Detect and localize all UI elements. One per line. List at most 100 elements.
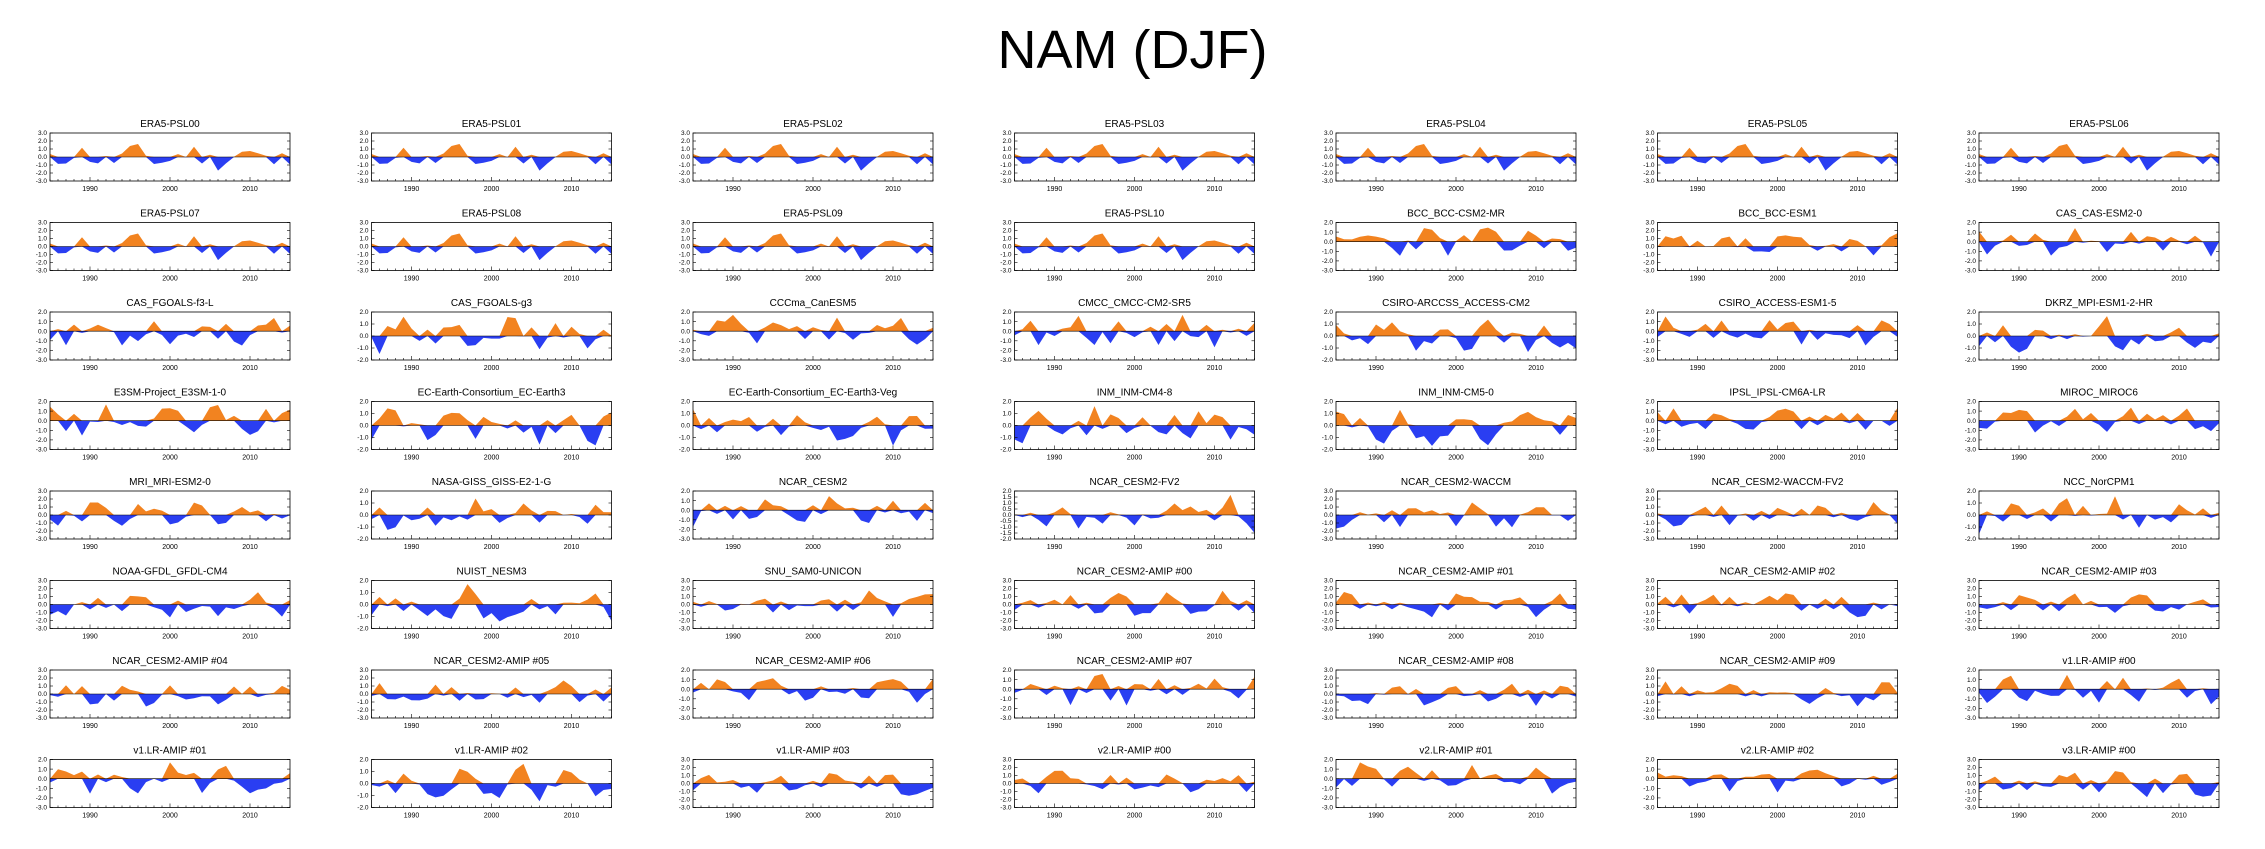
- y-tick-label: -2.0: [357, 357, 369, 364]
- y-tick-label: 2.0: [1967, 765, 1976, 772]
- y-tick-label: 0.0: [38, 328, 47, 335]
- y-tick-label: 1.0: [1002, 773, 1011, 780]
- x-tick-label: 2010: [1207, 723, 1223, 730]
- y-tick-label: -1.0: [679, 162, 691, 169]
- y-tick-label: 2.0: [1002, 488, 1011, 495]
- panel-title: v1.LR-AMIP #02: [455, 746, 529, 757]
- negative-area: [1979, 604, 2219, 613]
- x-tick-label: 2000: [2091, 186, 2107, 193]
- negative-area: [1336, 694, 1576, 706]
- x-tick-label: 2000: [1127, 544, 1143, 551]
- panel-title: ERA5-PSL03: [1105, 119, 1165, 130]
- negative-area: [1336, 778, 1576, 794]
- y-tick-label: 0.0: [681, 423, 690, 430]
- y-tick-label: 3.0: [359, 130, 368, 137]
- panel-title: BCC_BCC-ESM1: [1738, 209, 1817, 220]
- y-tick-label: 3.0: [1324, 667, 1333, 674]
- x-tick-label: 2000: [1127, 455, 1143, 462]
- y-tick-label: 3.0: [1002, 220, 1011, 227]
- y-tick-label: 3.0: [38, 130, 47, 137]
- positive-area: [1979, 771, 2219, 784]
- x-tick-label: 2010: [1207, 813, 1223, 820]
- x-tick-label: 2000: [2091, 276, 2107, 283]
- x-tick-label: 2010: [2171, 813, 2187, 820]
- panel-title: EC-Earth-Consortium_EC-Earth3: [418, 388, 566, 399]
- panel-title: NOAA-GFDL_GFDL-CM4: [112, 567, 227, 578]
- negative-area: [1657, 515, 1898, 527]
- y-tick-label: 2.0: [359, 228, 368, 235]
- negative-area: [1979, 336, 2219, 353]
- positive-area: [1014, 406, 1255, 426]
- y-tick-label: -3.0: [679, 268, 691, 275]
- x-tick-label: 1990: [1368, 276, 1384, 283]
- y-tick-label: -2.0: [1000, 536, 1012, 543]
- y-tick-label: -2.0: [1322, 447, 1334, 454]
- y-tick-label: -2.0: [679, 797, 691, 804]
- x-tick-label: 2000: [162, 813, 178, 820]
- x-tick-label: 2010: [2171, 723, 2187, 730]
- y-tick-label: 1.0: [1324, 766, 1333, 773]
- y-tick-label: -2.0: [1000, 260, 1012, 267]
- positive-area: [50, 685, 290, 694]
- y-tick-label: -1.0: [357, 614, 369, 621]
- y-tick-label: 0.0: [1324, 333, 1333, 340]
- x-tick-label: 1990: [725, 365, 741, 372]
- plot-frame: [1978, 401, 2220, 450]
- panel-title: CSIRO-ARCCSS_ACCESS-CM2: [1382, 298, 1530, 309]
- y-tick-label: 1.0: [1002, 677, 1011, 684]
- x-tick-label: 1990: [725, 813, 741, 820]
- y-tick-label: 1.0: [1002, 319, 1011, 326]
- chart-panel: NCAR_CESM2-FV2 2.01.51.00.50.0-0.5-1.0-1.…: [1000, 477, 1255, 551]
- positive-area: [371, 233, 612, 247]
- y-tick-label: -3.0: [679, 715, 691, 722]
- y-tick-label: -2.0: [1965, 536, 1977, 543]
- y-tick-label: 0.0: [38, 602, 47, 609]
- x-tick-label: 2000: [2091, 813, 2107, 820]
- y-tick-label: 2.0: [1002, 399, 1011, 406]
- x-tick-label: 1990: [82, 276, 98, 283]
- y-tick-label: 0.0: [681, 328, 690, 335]
- x-tick-label: 2000: [1448, 455, 1464, 462]
- positive-area: [1657, 593, 1898, 605]
- y-tick-label: -2.0: [1965, 437, 1977, 444]
- y-tick-label: -1.0: [679, 696, 691, 703]
- x-tick-label: 2000: [805, 276, 821, 283]
- positive-area: [371, 680, 612, 694]
- y-tick-label: -1.5: [1000, 530, 1012, 537]
- y-tick-label: 2.0: [1324, 220, 1333, 227]
- chart-panel: NCAR_CESM2-AMIP #04 3.02.01.00.0-1.0-2.0-…: [36, 656, 291, 730]
- positive-area: [1336, 502, 1576, 515]
- chart-panel: ERA5-PSL10 3.02.01.00.0-1.0-2.0-3.0 1990 20…: [1000, 209, 1255, 283]
- y-tick-label: 2.0: [1324, 586, 1333, 593]
- x-tick-label: 2010: [242, 544, 258, 551]
- y-tick-label: -1.0: [357, 345, 369, 352]
- panel-title: ERA5-PSL09: [783, 209, 843, 220]
- x-tick-label: 2010: [242, 723, 258, 730]
- x-tick-label: 1990: [82, 186, 98, 193]
- y-tick-label: 1.0: [1324, 411, 1333, 418]
- y-tick-label: -1.0: [679, 338, 691, 345]
- positive-area: [50, 592, 290, 605]
- y-tick-label: 0.0: [1324, 154, 1333, 161]
- y-tick-label: 0.0: [1967, 512, 1976, 519]
- chart-panel: CMCC_CMCC-CM2-SR5 2.0 1.0 0.0 -1.0 -2.0 -3.0 19…: [1000, 298, 1255, 372]
- y-tick-label: 0.0: [359, 512, 368, 519]
- y-tick-label: 0.0: [359, 154, 368, 161]
- plot-frame: [1014, 669, 1255, 719]
- x-tick-label: 1990: [725, 544, 741, 551]
- chart-panel: NCAR_CESM2-AMIP #01 3.02.01.00.0-1.0-2.0-…: [1322, 567, 1577, 641]
- y-tick-label: -3.0: [1965, 178, 1977, 185]
- y-tick-label: 2.0: [1967, 138, 1976, 145]
- x-tick-label: 2000: [805, 544, 821, 551]
- x-tick-label: 1990: [1368, 634, 1384, 641]
- panel-title: ERA5-PSL05: [1748, 119, 1808, 130]
- positive-area: [1657, 502, 1898, 515]
- y-tick-label: 1.0: [359, 236, 368, 243]
- positive-area: [1336, 144, 1576, 157]
- y-tick-label: 3.0: [359, 220, 368, 227]
- y-tick-label: 2.0: [1002, 765, 1011, 772]
- y-tick-label: 2.0: [38, 138, 47, 145]
- x-tick-label: 2010: [1850, 544, 1866, 551]
- y-tick-label: -3.0: [1643, 805, 1655, 812]
- y-tick-label: 0.0: [1002, 154, 1011, 161]
